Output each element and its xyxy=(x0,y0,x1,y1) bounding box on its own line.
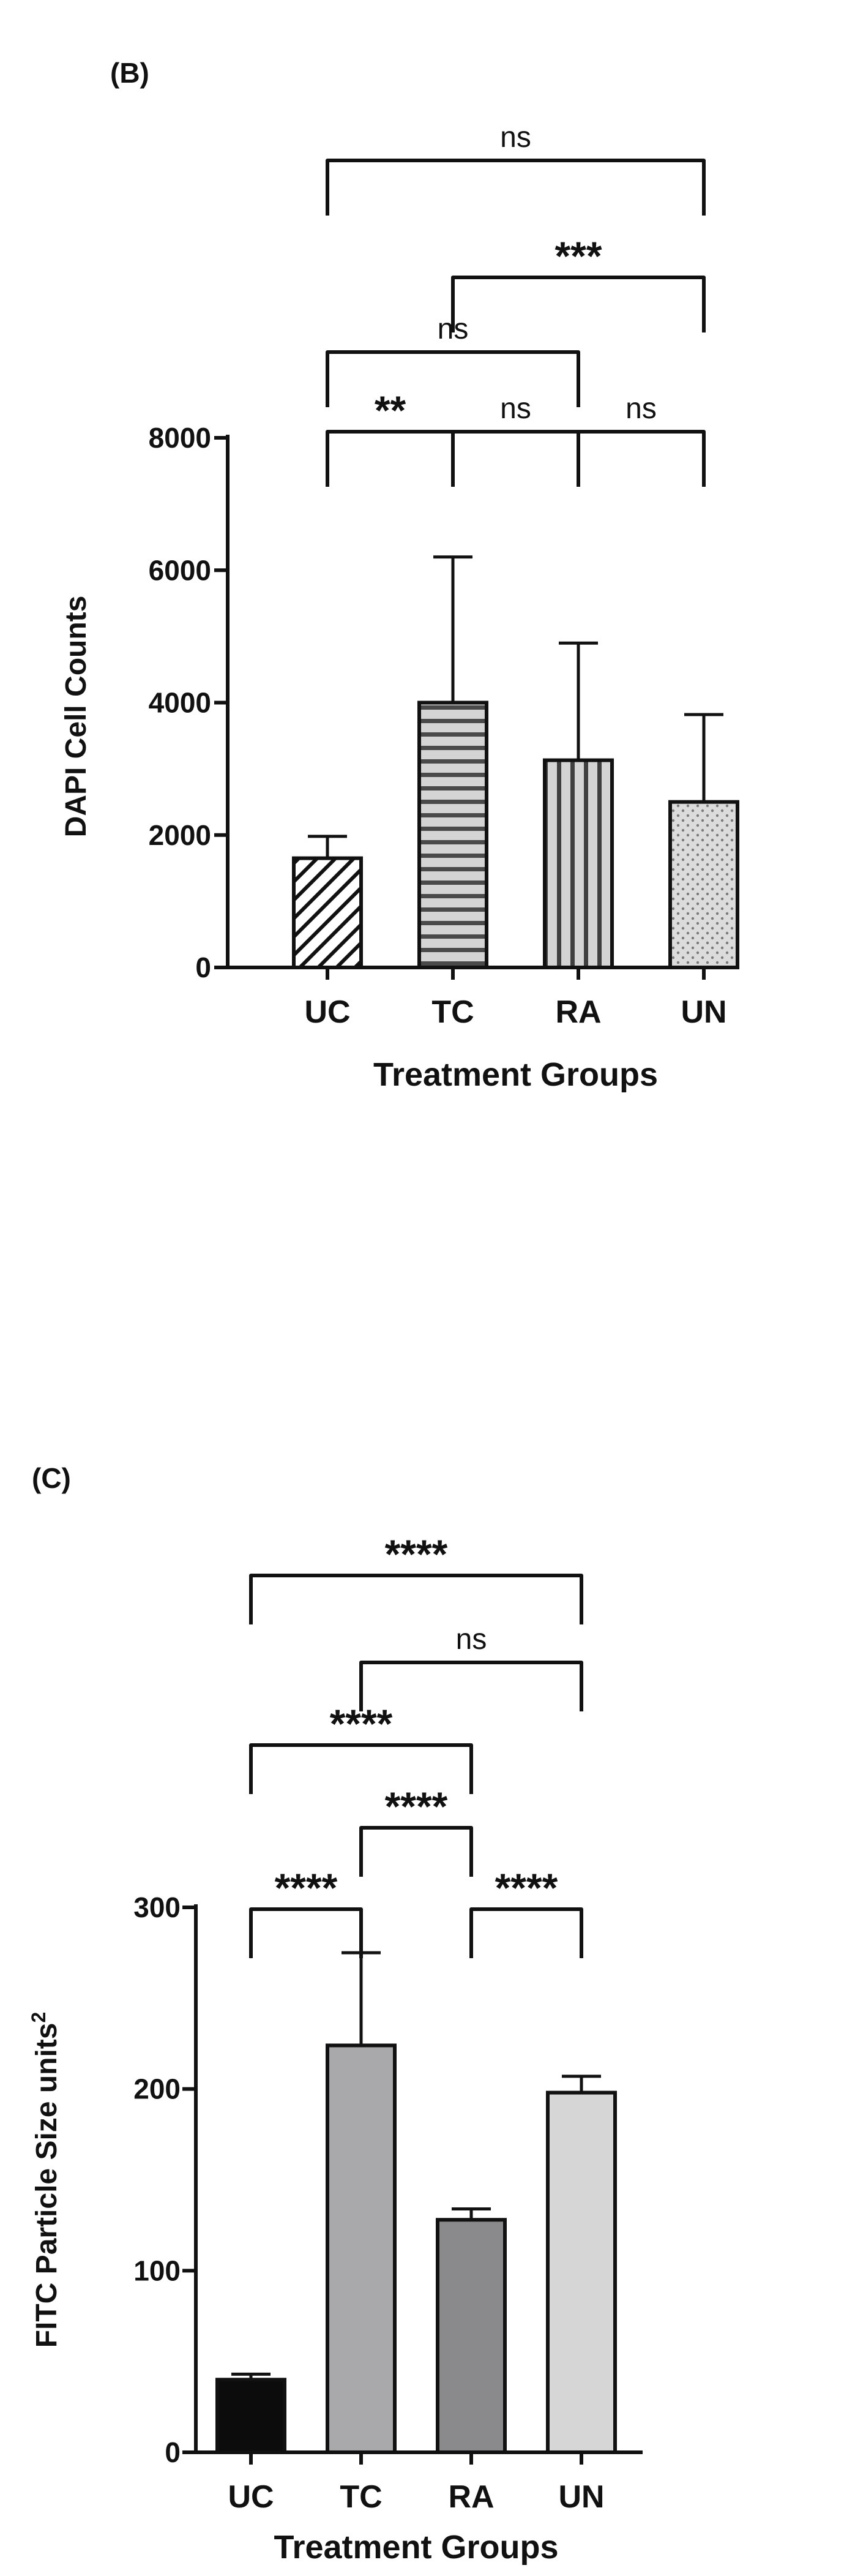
significance-bracket xyxy=(451,276,706,332)
y-axis-label: DAPI Cell Counts xyxy=(60,596,92,838)
y-axis-label: FITC Particle Size units2 xyxy=(28,2012,63,2348)
significance-bracket xyxy=(469,1907,583,1958)
significance-label: **** xyxy=(330,1701,393,1746)
x-tick-label: RA xyxy=(448,2479,494,2515)
panel-c-chart: (C) 0 100 200 300 FITC Particle Size units2 UC… xyxy=(28,1462,643,2566)
y-axis-label-superscript: 2 xyxy=(28,2012,50,2023)
significance-bracket xyxy=(326,159,706,216)
x-tick-label: TC xyxy=(431,994,474,1030)
y-tick-label: 0 xyxy=(195,952,211,983)
x-tick-label: UC xyxy=(228,2479,274,2515)
significance-label: ns xyxy=(500,121,531,154)
significance-label: ns xyxy=(500,392,531,425)
x-tick-label: TC xyxy=(340,2479,382,2515)
significance-label: **** xyxy=(385,1531,448,1577)
significance-label: **** xyxy=(385,1784,448,1829)
significance-bracket xyxy=(451,430,580,487)
x-axis-label: Treatment Groups xyxy=(373,1056,658,1093)
y-tick-label: 300 xyxy=(133,1891,181,1923)
y-tick-label: 2000 xyxy=(149,819,211,851)
y-tick-label: 100 xyxy=(133,2255,181,2286)
bar-uc xyxy=(215,2378,286,2454)
bar-tc xyxy=(417,700,488,969)
bar-uc xyxy=(292,856,363,969)
significance-bracket xyxy=(249,1743,473,1794)
y-tick-label: 4000 xyxy=(149,687,211,719)
significance-bracket xyxy=(249,1907,363,1958)
significance-bracket xyxy=(326,430,455,487)
x-tick-label: UN xyxy=(681,994,726,1030)
significance-bracket xyxy=(577,430,706,487)
x-tick-label: UN xyxy=(558,2479,604,2515)
significance-bracket xyxy=(359,1826,473,1877)
x-axis-label: Treatment Groups xyxy=(274,2529,558,2566)
panel-label: (B) xyxy=(110,57,149,89)
x-tick-label: RA xyxy=(555,994,601,1030)
significance-bracket xyxy=(249,1574,583,1624)
y-tick-label: 0 xyxy=(165,2436,181,2468)
significance-label: ns xyxy=(438,313,469,345)
bar-tc xyxy=(326,2043,397,2454)
panel-b-chart: (B) 0 2000 4000 6000 8000 DAPI Cell Counts UC TC… xyxy=(60,57,739,1093)
significance-label: *** xyxy=(554,233,602,279)
significance-label: ns xyxy=(456,1623,487,1656)
y-tick-label: 6000 xyxy=(149,554,211,586)
panel-label: (C) xyxy=(32,1462,71,1494)
x-tick-label: UC xyxy=(304,994,350,1030)
significance-label: **** xyxy=(495,1865,558,1910)
y-tick-label: 200 xyxy=(133,2073,181,2105)
significance-bracket xyxy=(326,350,580,407)
bar-un xyxy=(546,2090,617,2455)
bar-ra xyxy=(436,2218,507,2454)
bar-un xyxy=(668,800,739,969)
significance-label: **** xyxy=(275,1865,338,1910)
significance-bracket xyxy=(359,1661,583,1711)
significance-label: ** xyxy=(375,388,406,433)
significance-label: ns xyxy=(625,392,657,425)
bar-ra xyxy=(543,758,614,969)
y-tick-label: 8000 xyxy=(149,422,211,454)
